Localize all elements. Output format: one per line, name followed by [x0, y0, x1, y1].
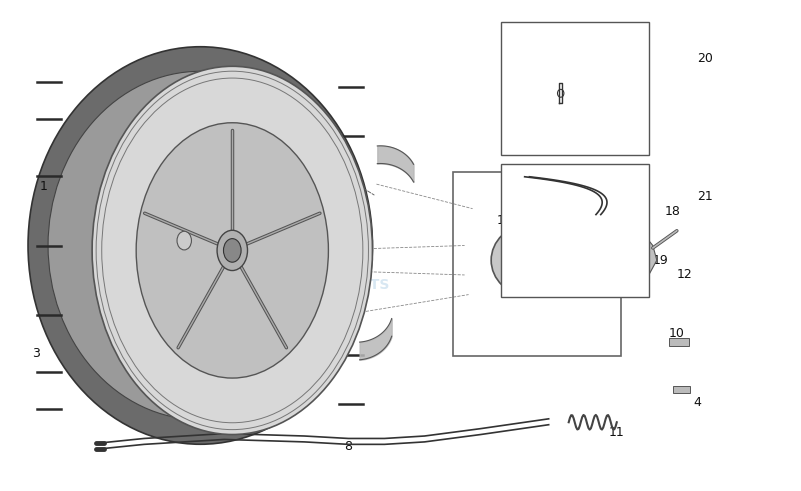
- Bar: [673, 386, 690, 393]
- Text: 18: 18: [665, 205, 681, 218]
- Text: 13: 13: [497, 215, 513, 227]
- Polygon shape: [633, 231, 657, 275]
- Ellipse shape: [48, 71, 352, 420]
- Bar: [597, 263, 619, 287]
- Text: 16: 16: [597, 200, 613, 213]
- Text: 19: 19: [653, 254, 669, 267]
- Text: 4: 4: [693, 396, 701, 409]
- Text: 11: 11: [609, 426, 625, 438]
- Ellipse shape: [92, 66, 372, 435]
- Text: 2: 2: [240, 298, 248, 311]
- Text: GLM: GLM: [299, 241, 374, 270]
- Text: 20: 20: [697, 53, 713, 65]
- Bar: [501, 164, 649, 297]
- Bar: [501, 22, 649, 155]
- Text: 8: 8: [344, 440, 352, 453]
- Text: 1: 1: [40, 180, 48, 193]
- Ellipse shape: [217, 230, 248, 271]
- Ellipse shape: [223, 239, 241, 262]
- Text: 15: 15: [320, 298, 336, 311]
- Text: 6: 6: [244, 82, 252, 95]
- Ellipse shape: [28, 47, 372, 444]
- Ellipse shape: [136, 123, 328, 378]
- Ellipse shape: [491, 225, 566, 296]
- Text: 5: 5: [96, 254, 104, 267]
- Bar: [453, 172, 621, 356]
- Text: 3: 3: [32, 347, 40, 360]
- Ellipse shape: [606, 268, 619, 282]
- Text: 12: 12: [677, 269, 693, 281]
- Bar: [669, 338, 689, 346]
- Ellipse shape: [505, 237, 553, 283]
- Text: 10: 10: [669, 327, 685, 340]
- Text: 9: 9: [352, 180, 360, 193]
- Text: 21: 21: [697, 190, 713, 203]
- Text: 14: 14: [569, 239, 585, 252]
- Text: 17: 17: [573, 288, 589, 301]
- Ellipse shape: [177, 231, 191, 250]
- Text: 7: 7: [272, 215, 280, 227]
- Text: MOTORPARTS: MOTORPARTS: [283, 278, 390, 292]
- Ellipse shape: [523, 255, 534, 266]
